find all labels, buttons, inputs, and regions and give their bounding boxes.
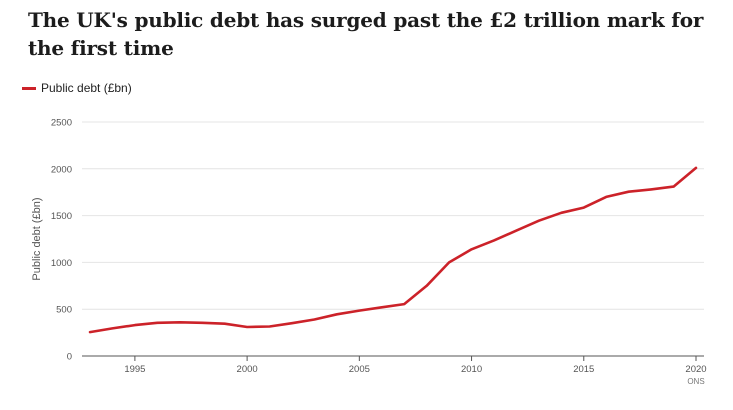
legend-label: Public debt (£bn) <box>41 81 132 95</box>
x-tick-label: 2010 <box>461 364 482 375</box>
series-line <box>88 166 698 334</box>
chart-title: The UK's public debt has surged past the… <box>28 8 704 60</box>
y-tick-label: 500 <box>56 305 72 316</box>
x-tick-label: 1995 <box>124 364 145 375</box>
x-tick-label: 2015 <box>573 364 594 375</box>
y-axis-title: Public debt (£bn) <box>31 197 43 280</box>
x-tick-label: 2020 <box>685 364 706 375</box>
y-tick-label: 1500 <box>51 211 72 222</box>
chart-legend: Public debt (£bn) <box>22 80 132 96</box>
y-tick-label: 0 <box>67 352 72 363</box>
y-tick-label: 1000 <box>51 258 72 269</box>
y-tick-label: 2000 <box>51 164 72 175</box>
y-tick-label: 2500 <box>51 118 72 129</box>
legend-swatch <box>22 86 36 90</box>
x-tick-label: 2000 <box>237 364 258 375</box>
x-tick-label: 2005 <box>349 364 370 375</box>
source-note: ONS <box>687 377 704 386</box>
